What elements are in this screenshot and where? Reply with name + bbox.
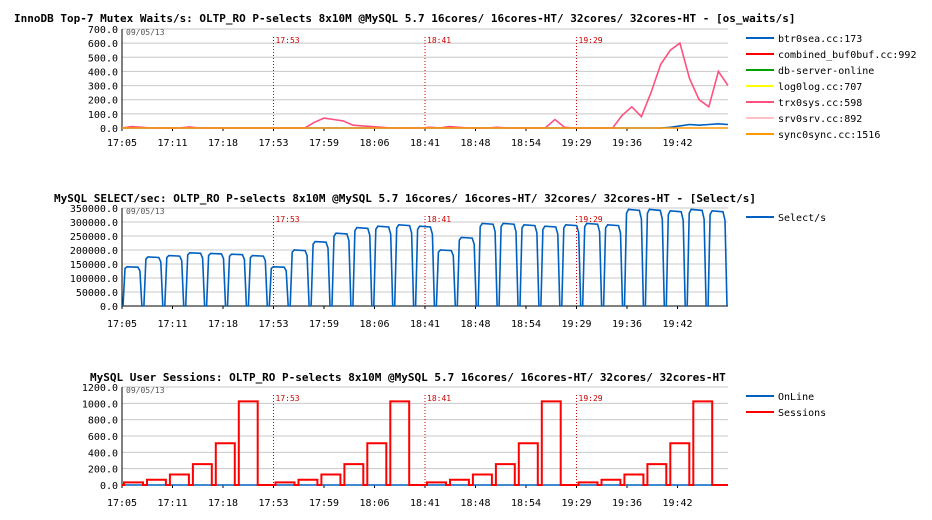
x-tick-label: 18:06 bbox=[359, 498, 389, 509]
y-tick-label: 0.0 bbox=[100, 302, 118, 313]
time-marker-label: 18:41 bbox=[427, 394, 451, 403]
legend-label: OnLine bbox=[778, 392, 814, 403]
y-tick-label: 200.0 bbox=[88, 465, 118, 476]
x-tick-label: 18:41 bbox=[410, 498, 440, 509]
legend-label: Sessions bbox=[778, 408, 826, 419]
y-tick-label: 500.0 bbox=[88, 53, 118, 64]
x-tick-label: 17:53 bbox=[258, 498, 288, 509]
x-tick-label: 19:42 bbox=[662, 319, 692, 330]
x-tick-label: 19:36 bbox=[612, 319, 642, 330]
x-tick-label: 18:48 bbox=[460, 498, 490, 509]
x-tick-label: 18:06 bbox=[359, 319, 389, 330]
y-tick-label: 300000.0 bbox=[70, 218, 118, 229]
x-tick-label: 17:05 bbox=[107, 498, 137, 509]
y-tick-label: 600.0 bbox=[88, 432, 118, 443]
x-tick-label: 18:48 bbox=[460, 319, 490, 330]
time-marker-label: 19:29 bbox=[579, 36, 603, 45]
chart-title: MySQL SELECT/sec: OLTP_RO P-selects 8x10… bbox=[54, 192, 756, 205]
x-tick-label: 19:36 bbox=[612, 498, 642, 509]
x-tick-label: 19:29 bbox=[561, 498, 591, 509]
x-tick-label: 19:42 bbox=[662, 138, 692, 149]
time-marker-label: 17:53 bbox=[276, 394, 300, 403]
legend-label: Select/s bbox=[778, 213, 826, 224]
x-tick-label: 18:41 bbox=[410, 319, 440, 330]
x-tick-label: 19:29 bbox=[561, 319, 591, 330]
x-tick-label: 19:36 bbox=[612, 138, 642, 149]
x-tick-label: 17:11 bbox=[157, 319, 187, 330]
y-tick-label: 100000.0 bbox=[70, 274, 118, 285]
y-tick-label: 100.0 bbox=[88, 110, 118, 121]
date-label: 09/05/13 bbox=[126, 207, 165, 216]
x-tick-label: 18:54 bbox=[511, 138, 541, 149]
x-tick-label: 19:42 bbox=[662, 498, 692, 509]
x-tick-label: 17:18 bbox=[208, 498, 238, 509]
y-tick-label: 400.0 bbox=[88, 67, 118, 78]
chart-title: InnoDB Top-7 Mutex Waits/s: OLTP_RO P-se… bbox=[14, 12, 795, 25]
time-marker-label: 19:29 bbox=[579, 215, 603, 224]
legend-label: sync0sync.cc:1516 bbox=[778, 130, 880, 141]
y-tick-label: 0.0 bbox=[100, 481, 118, 492]
x-tick-label: 17:05 bbox=[107, 319, 137, 330]
y-tick-label: 600.0 bbox=[88, 39, 118, 50]
time-marker-label: 18:41 bbox=[427, 215, 451, 224]
legend-label: srv0srv.cc:892 bbox=[778, 114, 862, 125]
series-line-sessions bbox=[122, 400, 728, 486]
y-tick-label: 400.0 bbox=[88, 448, 118, 459]
y-tick-label: 300.0 bbox=[88, 82, 118, 93]
legend-label: btr0sea.cc:173 bbox=[778, 34, 862, 45]
y-tick-label: 1200.0 bbox=[82, 383, 118, 394]
x-tick-label: 18:48 bbox=[460, 138, 490, 149]
y-tick-label: 350000.0 bbox=[70, 204, 118, 215]
chart-title: MySQL User Sessions: OLTP_RO P-selects 8… bbox=[90, 371, 726, 384]
chart-panel-1: InnoDB Top-7 Mutex Waits/s: OLTP_RO P-se… bbox=[14, 12, 916, 149]
chart-panel-3: MySQL User Sessions: OLTP_RO P-selects 8… bbox=[82, 371, 826, 509]
x-tick-label: 18:41 bbox=[410, 138, 440, 149]
y-tick-label: 800.0 bbox=[88, 416, 118, 427]
time-marker-label: 17:53 bbox=[276, 215, 300, 224]
x-tick-label: 18:54 bbox=[511, 498, 541, 509]
y-tick-label: 200000.0 bbox=[70, 246, 118, 257]
legend-label: db-server-online bbox=[778, 66, 874, 77]
x-tick-label: 17:59 bbox=[309, 498, 339, 509]
legend-label: trx0sys.cc:598 bbox=[778, 98, 862, 109]
x-tick-label: 18:54 bbox=[511, 319, 541, 330]
y-tick-label: 50000.0 bbox=[76, 288, 118, 299]
date-label: 09/05/13 bbox=[126, 28, 165, 37]
y-tick-label: 1000.0 bbox=[82, 399, 118, 410]
x-tick-label: 17:53 bbox=[258, 319, 288, 330]
x-tick-label: 17:53 bbox=[258, 138, 288, 149]
x-tick-label: 17:18 bbox=[208, 138, 238, 149]
legend-label: combined_buf0buf.cc:992 bbox=[778, 50, 916, 61]
y-tick-label: 250000.0 bbox=[70, 232, 118, 243]
x-tick-label: 18:06 bbox=[359, 138, 389, 149]
x-tick-label: 17:05 bbox=[107, 138, 137, 149]
x-tick-label: 17:11 bbox=[157, 498, 187, 509]
time-marker-label: 19:29 bbox=[579, 394, 603, 403]
chart-panel-2: MySQL SELECT/sec: OLTP_RO P-selects 8x10… bbox=[54, 192, 826, 330]
time-marker-label: 18:41 bbox=[427, 36, 451, 45]
time-marker-label: 17:53 bbox=[276, 36, 300, 45]
series-line-select-s bbox=[122, 208, 728, 307]
x-tick-label: 17:59 bbox=[309, 138, 339, 149]
x-tick-label: 19:29 bbox=[561, 138, 591, 149]
x-tick-label: 17:18 bbox=[208, 319, 238, 330]
y-tick-label: 0.0 bbox=[100, 124, 118, 135]
x-tick-label: 17:59 bbox=[309, 319, 339, 330]
y-tick-label: 200.0 bbox=[88, 96, 118, 107]
date-label: 09/05/13 bbox=[126, 386, 165, 395]
y-tick-label: 150000.0 bbox=[70, 260, 118, 271]
legend-label: log0log.cc:707 bbox=[778, 82, 862, 93]
x-tick-label: 17:11 bbox=[157, 138, 187, 149]
y-tick-label: 700.0 bbox=[88, 25, 118, 36]
